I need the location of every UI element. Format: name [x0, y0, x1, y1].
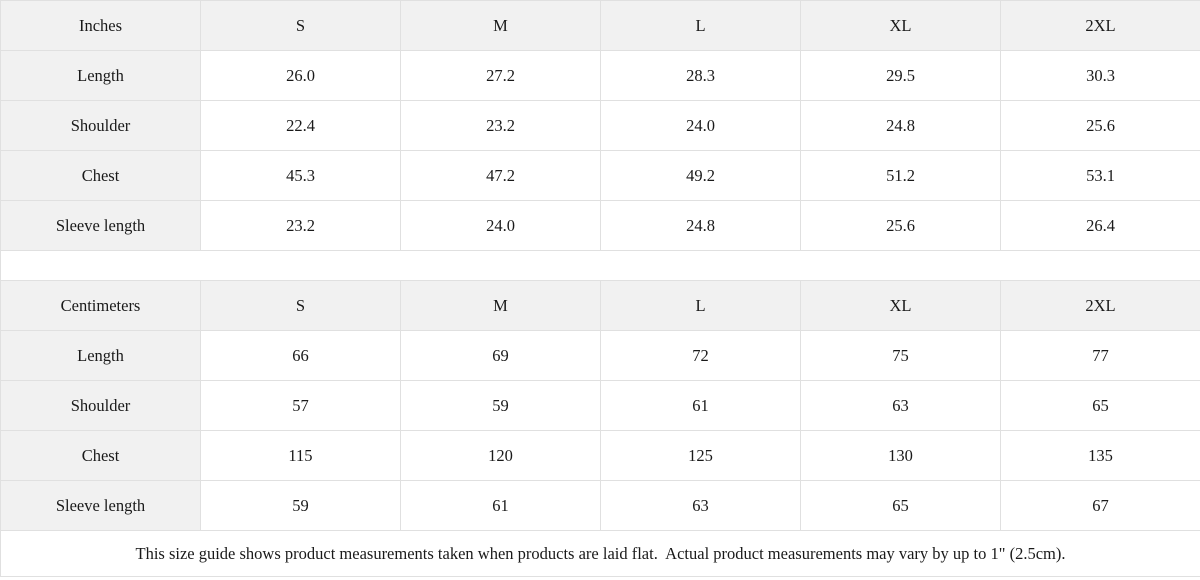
measurement-cell: 63 [800, 380, 1001, 431]
size-header-l: L [600, 280, 801, 331]
measurement-cell: 27.2 [400, 50, 601, 101]
measurement-cell: 66 [200, 330, 401, 381]
table-row-shoulder-in: Shoulder 22.4 23.2 24.0 24.8 25.6 [0, 100, 1200, 151]
measurement-cell: 30.3 [1000, 50, 1200, 101]
footer-note: This size guide shows product measuremen… [0, 530, 1200, 577]
measurement-cell: 72 [600, 330, 801, 381]
measurement-cell: 130 [800, 430, 1001, 481]
measurement-cell: 135 [1000, 430, 1200, 481]
measurement-cell: 26.0 [200, 50, 401, 101]
size-header-s: S [200, 280, 401, 331]
table-row-sleeve-in: Sleeve length 23.2 24.0 24.8 25.6 26.4 [0, 200, 1200, 251]
measurement-cell: 67 [1000, 480, 1200, 531]
size-header-2xl: 2XL [1000, 0, 1200, 51]
measurement-cell: 125 [600, 430, 801, 481]
measurement-cell: 65 [800, 480, 1001, 531]
measurement-cell: 25.6 [1000, 100, 1200, 151]
table-row-sleeve-cm: Sleeve length 59 61 63 65 67 [0, 480, 1200, 531]
centimeters-header-row: Centimeters S M L XL 2XL [0, 280, 1200, 331]
spacer-cell [0, 250, 1200, 281]
measurement-cell: 24.8 [600, 200, 801, 251]
size-header-m: M [400, 0, 601, 51]
table-row-chest-cm: Chest 115 120 125 130 135 [0, 430, 1200, 481]
measurement-cell: 29.5 [800, 50, 1001, 101]
size-header-m: M [400, 280, 601, 331]
measurement-cell: 47.2 [400, 150, 601, 201]
size-header-xl: XL [800, 0, 1001, 51]
measurement-cell: 61 [400, 480, 601, 531]
measurement-cell: 59 [200, 480, 401, 531]
row-label: Shoulder [0, 100, 201, 151]
measurement-cell: 51.2 [800, 150, 1001, 201]
footer-note-row: This size guide shows product measuremen… [0, 530, 1200, 577]
measurement-cell: 115 [200, 430, 401, 481]
table-row-length-cm: Length 66 69 72 75 77 [0, 330, 1200, 381]
size-header-xl: XL [800, 280, 1001, 331]
unit-header-centimeters: Centimeters [0, 280, 201, 331]
row-label: Sleeve length [0, 200, 201, 251]
measurement-cell: 57 [200, 380, 401, 431]
table-row-chest-in: Chest 45.3 47.2 49.2 51.2 53.1 [0, 150, 1200, 201]
unit-header-inches: Inches [0, 0, 201, 51]
row-label: Shoulder [0, 380, 201, 431]
measurement-cell: 49.2 [600, 150, 801, 201]
measurement-cell: 24.8 [800, 100, 1001, 151]
measurement-cell: 69 [400, 330, 601, 381]
table-row-length-in: Length 26.0 27.2 28.3 29.5 30.3 [0, 50, 1200, 101]
size-header-2xl: 2XL [1000, 280, 1200, 331]
measurement-cell: 53.1 [1000, 150, 1200, 201]
table-row-shoulder-cm: Shoulder 57 59 61 63 65 [0, 380, 1200, 431]
measurement-cell: 24.0 [400, 200, 601, 251]
size-header-s: S [200, 0, 401, 51]
measurement-cell: 45.3 [200, 150, 401, 201]
measurement-cell: 23.2 [400, 100, 601, 151]
size-header-l: L [600, 0, 801, 51]
measurement-cell: 25.6 [800, 200, 1001, 251]
measurement-cell: 24.0 [600, 100, 801, 151]
measurement-cell: 75 [800, 330, 1001, 381]
inches-header-row: Inches S M L XL 2XL [0, 0, 1200, 51]
row-label: Sleeve length [0, 480, 201, 531]
row-label: Length [0, 330, 201, 381]
measurement-cell: 59 [400, 380, 601, 431]
table-spacer-row [0, 250, 1200, 281]
measurement-cell: 63 [600, 480, 801, 531]
measurement-cell: 23.2 [200, 200, 401, 251]
row-label: Chest [0, 150, 201, 201]
measurement-cell: 61 [600, 380, 801, 431]
measurement-cell: 77 [1000, 330, 1200, 381]
row-label: Length [0, 50, 201, 101]
measurement-cell: 65 [1000, 380, 1200, 431]
measurement-cell: 22.4 [200, 100, 401, 151]
measurement-cell: 120 [400, 430, 601, 481]
row-label: Chest [0, 430, 201, 481]
measurement-cell: 28.3 [600, 50, 801, 101]
measurement-cell: 26.4 [1000, 200, 1200, 251]
